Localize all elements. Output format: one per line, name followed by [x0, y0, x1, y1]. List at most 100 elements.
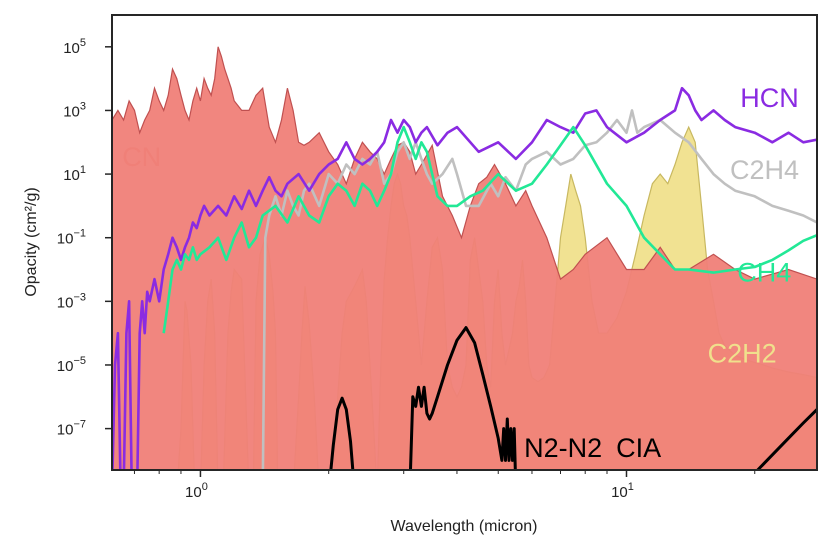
- data-point: [328, 491, 330, 493]
- data-point: [482, 374, 484, 376]
- data-point: [298, 215, 300, 217]
- data-point: [606, 132, 608, 134]
- data-point: [362, 183, 364, 185]
- series-label-c2h4: C2H4: [730, 155, 799, 185]
- data-point: [163, 110, 165, 112]
- data-point: [643, 215, 645, 217]
- data-point: [262, 491, 264, 493]
- data-point: [318, 205, 320, 207]
- data-point: [217, 491, 219, 493]
- data-point: [461, 237, 463, 239]
- data-point: [248, 247, 250, 249]
- data-point: [456, 173, 458, 175]
- data-point: [713, 272, 715, 274]
- data-point: [635, 254, 637, 256]
- data-point: [616, 119, 618, 121]
- data-point: [688, 269, 690, 271]
- data-point: [478, 151, 480, 153]
- data-point: [803, 422, 805, 424]
- data-point: [447, 205, 449, 207]
- data-point: [268, 176, 270, 178]
- data-point: [292, 491, 294, 493]
- series-labels: C2H2 CN C2H4 HCN CH4 N2-N2 CIA: [122, 83, 799, 463]
- data-point: [486, 176, 488, 178]
- data-point: [497, 196, 499, 198]
- data-point: [167, 95, 169, 97]
- data-point: [688, 95, 690, 97]
- data-point: [508, 460, 510, 462]
- data-point: [546, 237, 548, 239]
- data-point: [560, 126, 562, 128]
- series-n2-n2-cia: [329, 326, 817, 493]
- data-point: [713, 173, 715, 175]
- data-point: [176, 491, 178, 493]
- data-point: [275, 190, 277, 192]
- series-label-ch4: CH4: [737, 258, 791, 288]
- data-point: [248, 190, 250, 192]
- data-point: [337, 183, 339, 185]
- data-point: [163, 269, 165, 271]
- data-point: [180, 269, 182, 271]
- data-point: [573, 269, 575, 271]
- data-point: [222, 491, 224, 493]
- data-point: [470, 196, 472, 198]
- data-point: [474, 342, 476, 344]
- data-point: [184, 254, 186, 256]
- data-point: [200, 100, 202, 102]
- data-point: [350, 441, 352, 443]
- data-point: [423, 386, 425, 388]
- data-point: [167, 301, 169, 303]
- data-point: [643, 269, 645, 271]
- data-point: [674, 269, 676, 271]
- data-point: [713, 254, 715, 256]
- data-point: [192, 100, 194, 102]
- data-point: [426, 151, 428, 153]
- data-point: [497, 437, 499, 439]
- data-point: [674, 110, 676, 112]
- data-point: [442, 173, 444, 175]
- data-point: [694, 110, 696, 112]
- data-point: [134, 491, 136, 493]
- data-point: [158, 301, 160, 303]
- data-point: [376, 205, 378, 207]
- data-point: [192, 222, 194, 224]
- x-axis: 100 101: [133, 470, 756, 501]
- data-point: [328, 151, 330, 153]
- data-point: [429, 418, 431, 420]
- data-point: [643, 237, 645, 239]
- data-point: [217, 205, 219, 207]
- data-point: [584, 237, 586, 239]
- data-point: [575, 190, 577, 192]
- data-point: [546, 164, 548, 166]
- data-point: [503, 428, 505, 430]
- data-point: [362, 491, 364, 493]
- data-point: [415, 406, 417, 408]
- data-point: [531, 158, 533, 160]
- data-point: [203, 205, 205, 207]
- data-point: [172, 269, 174, 271]
- data-point: [546, 151, 548, 153]
- series-line-hcn: [112, 86, 817, 470]
- data-point: [303, 190, 305, 192]
- data-point: [172, 68, 174, 70]
- data-point: [403, 142, 405, 144]
- data-point: [369, 190, 371, 192]
- data-point: [287, 190, 289, 192]
- data-point: [117, 332, 119, 334]
- data-point: [341, 397, 343, 399]
- data-point: [200, 254, 202, 256]
- data-point: [580, 205, 582, 207]
- data-point: [318, 173, 320, 175]
- data-point: [337, 164, 339, 166]
- data-point: [328, 196, 330, 198]
- data-point: [803, 240, 805, 242]
- data-point: [570, 173, 572, 175]
- data-point: [584, 113, 586, 115]
- data-point: [659, 247, 661, 249]
- data-point: [176, 78, 178, 80]
- data-point: [412, 396, 414, 398]
- data-point: [512, 460, 514, 462]
- y-tick-label: 103: [63, 100, 86, 120]
- data-point: [158, 100, 160, 102]
- data-point: [513, 428, 515, 430]
